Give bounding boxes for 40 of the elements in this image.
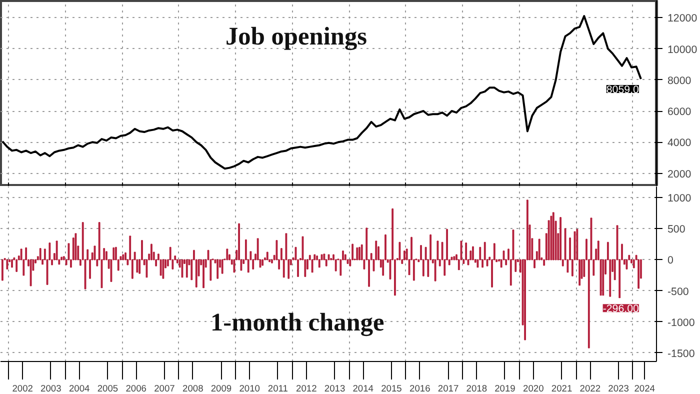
y-tick-label: -1000	[668, 316, 695, 329]
x-tick-label: 2007	[154, 384, 175, 394]
x-tick-label: 2015	[381, 384, 402, 394]
x-tick-label: 2016	[410, 384, 430, 394]
x-tick-label: 2002	[12, 384, 33, 394]
y-tick-label: -500	[668, 286, 689, 298]
x-tick-label: 2004	[68, 384, 90, 394]
x-tick-label: 2023	[608, 384, 629, 394]
annotation: 8059.0	[606, 84, 640, 96]
annotation: -296.00	[602, 303, 640, 316]
x-tick-label: 2024	[634, 384, 655, 394]
x-tick-label: 2018	[466, 384, 488, 394]
line-series	[1, 15, 642, 170]
x-tick-label: 2017	[438, 384, 459, 394]
x-tick-label: 2020	[523, 384, 544, 394]
y-tick-label: -1500	[668, 348, 695, 360]
y-tick-label: 8000	[668, 74, 692, 87]
text: Job openings	[226, 22, 368, 50]
x-tick-label: 2013	[324, 384, 346, 394]
x-tick-label: 2012	[296, 384, 317, 394]
y-tick-label: 500	[668, 224, 686, 236]
x-tick-label: 2008	[182, 384, 204, 394]
y-tick-label: 2000	[668, 168, 692, 180]
y-tick-label: 12000	[668, 12, 698, 25]
x-tick-label: 2003	[40, 384, 62, 394]
x-tick-label: 2021	[551, 384, 572, 394]
x-tick-label: 2022	[580, 384, 601, 394]
y-tick-label: 10000	[668, 44, 698, 56]
x-tick-label: 2019	[494, 384, 516, 394]
y-tick-label: 0	[668, 254, 674, 267]
y-tick-label: 6000	[668, 106, 692, 118]
x-tick-label: 2006	[126, 384, 146, 394]
y-tick-label: 1000	[668, 192, 692, 205]
y-tick-label: 4000	[668, 137, 692, 150]
text: 1-month change	[210, 308, 384, 336]
x-tick-label: 2011	[268, 384, 288, 394]
x-tick-label: 2005	[97, 384, 118, 394]
x-tick-label: 2009	[210, 384, 232, 394]
x-tick-label: 2010	[239, 384, 260, 394]
x-tick-label: 2014	[352, 384, 374, 394]
